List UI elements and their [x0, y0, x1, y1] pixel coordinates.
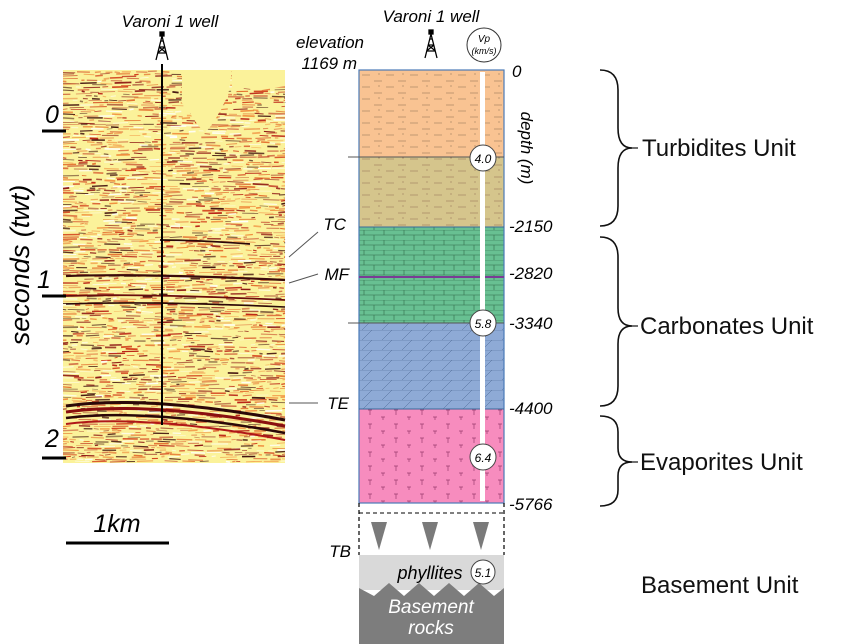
stratigraphic-column: Varoni 1 well elevation 1169 m Vp (km/s): [296, 7, 553, 644]
svg-text:5.1: 5.1: [475, 566, 492, 580]
unit-braces: [599, 69, 633, 507]
depth-axis-label: depth (m): [517, 112, 536, 185]
depth-label-2820: -2820: [509, 264, 553, 283]
seismic-valley: [182, 70, 232, 132]
seismic-well-title: Varoni 1 well: [122, 12, 220, 31]
column-outline: [358, 69, 505, 504]
svg-text:4.0: 4.0: [475, 152, 492, 166]
layer-carbonates-lower-pattern: [359, 323, 504, 409]
seismic-section: Varoni 1 well seconds (twt) 0 1 2 1km: [5, 12, 286, 545]
depth-label-3340: -3340: [509, 314, 553, 333]
svg-text:6.4: 6.4: [475, 451, 492, 465]
brace-evaporites: [599, 415, 633, 507]
column-well-title: Varoni 1 well: [383, 7, 481, 26]
layer-turbidites-upper-pattern: [359, 70, 504, 157]
unit-label-evaporites: Evaporites Unit: [640, 449, 803, 476]
down-arrow-icon: [371, 522, 489, 550]
time-tick-label-2: 2: [44, 425, 59, 453]
unit-label-ticks: [628, 147, 638, 463]
layer-basement-rocks: [359, 583, 504, 644]
vp-value-4-0: 4.0: [469, 144, 497, 172]
vp-value-5-8: 5.8: [469, 309, 497, 337]
horizon-label-tc: TC: [323, 215, 346, 234]
time-tick-label-0: 0: [45, 101, 59, 129]
column-derrick-icon: [424, 29, 438, 59]
phyllites-label: phyllites: [396, 563, 462, 583]
vp-header: Vp (km/s): [466, 27, 502, 63]
vp-value-6-4: 6.4: [469, 443, 497, 471]
depth-label-5766: -5766: [509, 495, 553, 514]
horizon-label-te: TE: [327, 394, 349, 413]
seismic-top-right-blank: [232, 70, 285, 96]
basement-rocks-label-line2: rocks: [408, 618, 454, 639]
brace-turbidites: [599, 69, 633, 227]
basement-rocks-label-line1: Basement: [388, 597, 474, 618]
elevation-label-line2: 1169 m: [302, 54, 357, 73]
unit-label-basement: Basement Unit: [641, 572, 799, 599]
depth-top-label: 0: [512, 62, 522, 81]
vp-label-line1: Vp: [478, 34, 491, 45]
horizon-label-tb: TB: [329, 542, 351, 561]
depth-label-2150: -2150: [509, 217, 553, 236]
elevation-label-line1: elevation: [296, 33, 364, 52]
scale-bar-label: 1km: [93, 510, 140, 538]
well-derrick-icon: [155, 31, 169, 61]
time-tick-label-1: 1: [37, 266, 51, 294]
seismic-y-axis-label: seconds (twt): [5, 185, 35, 346]
vp-value-5-1: 5.1: [470, 559, 496, 585]
unit-label-turbidites: Turbidites Unit: [642, 135, 796, 162]
seismic-strong-reflectors: [65, 239, 286, 441]
vp-log-bar: [480, 72, 485, 501]
depth-label-4400: -4400: [509, 399, 553, 418]
horizon-label-mf: MF: [324, 265, 350, 284]
vp-label-line2: (km/s): [472, 46, 497, 56]
unit-label-carbonates: Carbonates Unit: [640, 313, 814, 340]
horizon-connectors: [288, 231, 319, 404]
column-gap: [358, 503, 505, 555]
seismic-time-ticks: 0 1 2: [37, 101, 66, 460]
brace-carbonates: [599, 236, 633, 407]
layer-carbonates-upper-pattern: [359, 227, 504, 323]
svg-text:5.8: 5.8: [475, 317, 492, 331]
